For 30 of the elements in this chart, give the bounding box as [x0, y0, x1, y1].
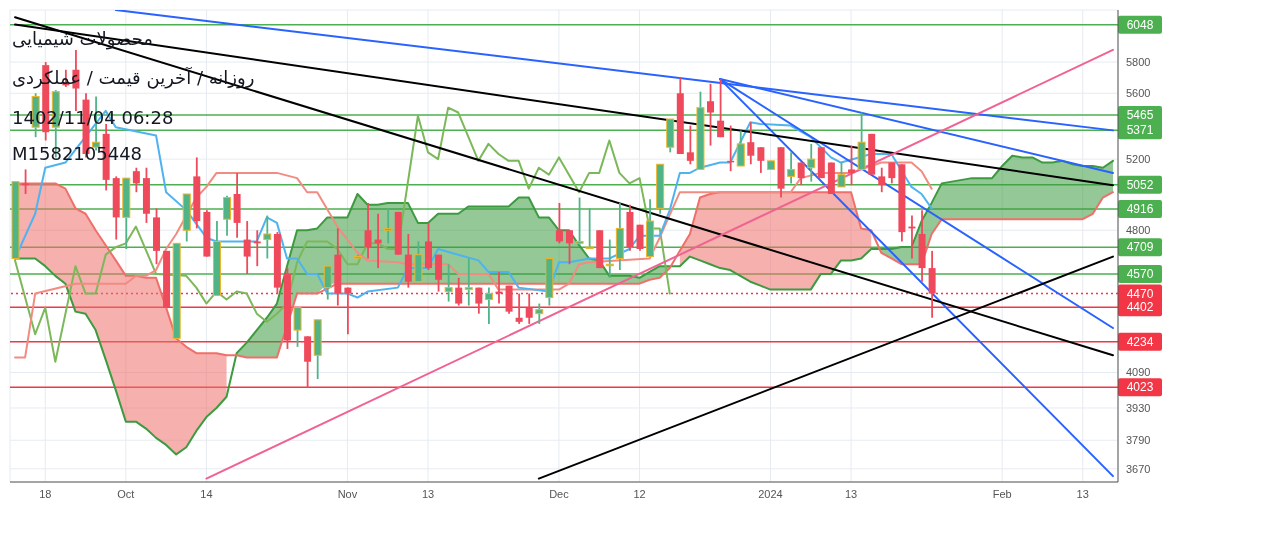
ref-line-label: 6048	[1126, 17, 1154, 32]
ref-line-label: 4570	[1126, 266, 1154, 281]
x-tick-label: 13	[421, 487, 435, 500]
ref-line-label: 4402	[1126, 300, 1154, 315]
ref-line-label: 5465	[1126, 107, 1154, 122]
y-tick-label: 5800	[1126, 55, 1151, 68]
ref-line-label: 4234	[1126, 334, 1154, 349]
x-tick-label: Oct	[117, 487, 135, 500]
y-tick-label: 3670	[1126, 462, 1151, 475]
ref-line-label: 4023	[1126, 380, 1154, 395]
x-tick-label: 13	[1076, 487, 1089, 500]
y-tick-label: 4800	[1126, 224, 1151, 237]
y-tick-label: 4090	[1126, 366, 1151, 379]
y-tick-label: 5200	[1126, 153, 1151, 166]
x-tick-label: Nov	[337, 487, 358, 500]
ref-line-label: 5371	[1126, 123, 1154, 138]
y-tick-label: 3930	[1126, 401, 1151, 414]
y-tick-label: 5600	[1126, 87, 1151, 100]
x-tick-label: 2024	[758, 487, 783, 500]
ref-line-label: 5052	[1126, 177, 1154, 192]
ref-line-label: 4470	[1126, 286, 1154, 301]
x-tick-label: Dec	[549, 487, 570, 500]
y-tick-label: 3790	[1126, 434, 1151, 447]
x-tick-label: Feb	[992, 487, 1012, 500]
x-tick-label: 14	[200, 487, 213, 500]
ref-line-label: 4916	[1126, 202, 1154, 217]
x-tick-label: 12	[633, 487, 646, 500]
ref-line-label: 4709	[1126, 240, 1154, 255]
x-tick-label: 13	[844, 487, 858, 500]
x-tick-label: 18	[39, 487, 52, 500]
